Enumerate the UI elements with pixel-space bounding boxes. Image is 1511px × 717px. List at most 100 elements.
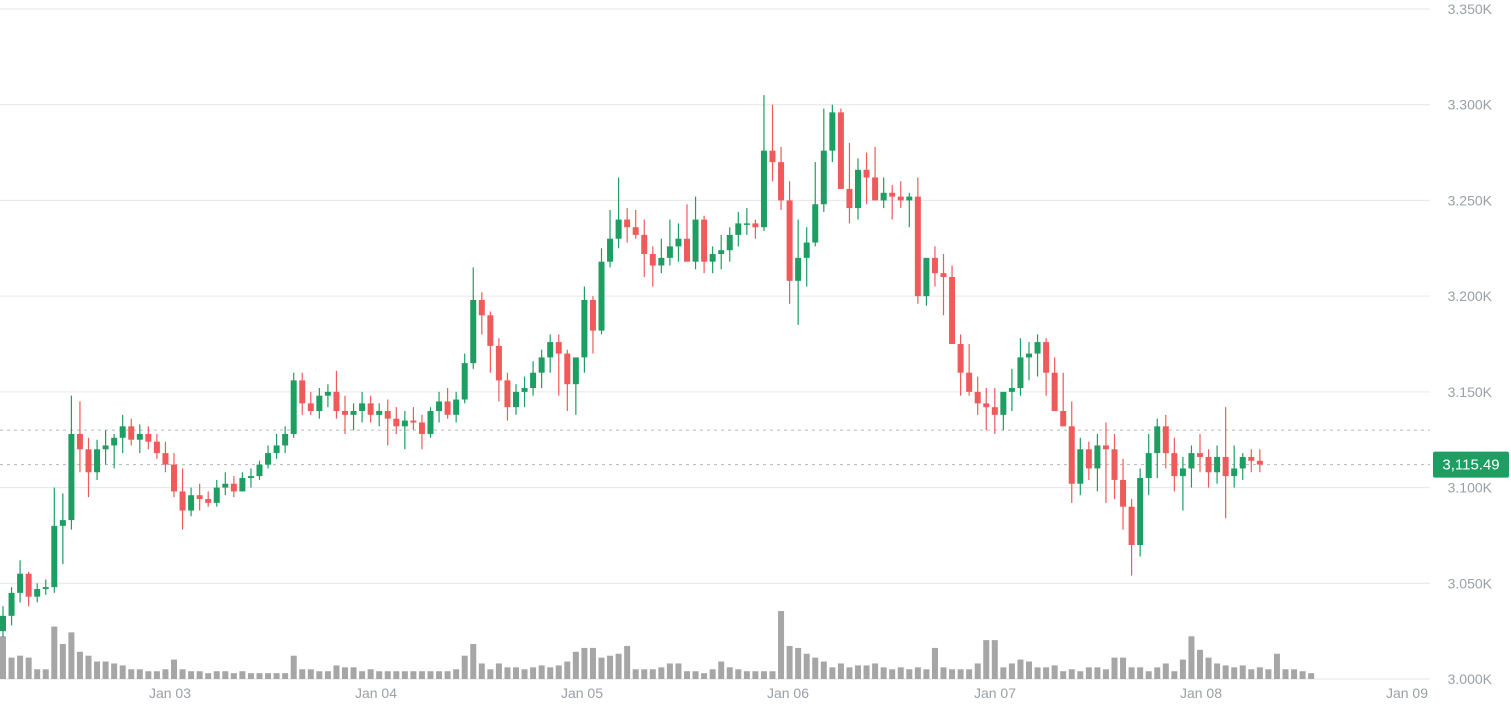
x-tick-label: Jan 04 bbox=[355, 685, 397, 701]
candle bbox=[521, 376, 528, 408]
candle-body bbox=[897, 196, 904, 201]
volume-bar bbox=[778, 611, 785, 679]
volume-bar bbox=[1077, 671, 1084, 679]
volume-bar bbox=[675, 663, 682, 679]
volume-bar bbox=[8, 657, 15, 679]
candle bbox=[136, 424, 143, 454]
candle-body bbox=[1068, 426, 1075, 484]
volume-bar bbox=[504, 667, 511, 679]
candle-body bbox=[51, 525, 58, 588]
volume-bar bbox=[1000, 667, 1007, 679]
x-tick-label: Jan 07 bbox=[974, 685, 1016, 701]
candle-body bbox=[1120, 479, 1127, 507]
candle bbox=[1188, 445, 1195, 488]
volume-bar bbox=[769, 671, 776, 679]
candle-body bbox=[1256, 460, 1263, 465]
candle bbox=[1085, 441, 1092, 480]
candle bbox=[179, 468, 186, 530]
volume-bar bbox=[273, 673, 280, 679]
candle bbox=[983, 388, 990, 431]
volume-bar bbox=[1231, 667, 1238, 679]
candle-body bbox=[153, 441, 160, 454]
volume-bar bbox=[453, 669, 460, 679]
candle-body bbox=[795, 257, 802, 281]
candle bbox=[692, 196, 699, 270]
candle-body bbox=[265, 453, 272, 465]
candle bbox=[632, 210, 639, 239]
grid-lines bbox=[0, 8, 1430, 680]
candle-body bbox=[25, 573, 32, 597]
candle bbox=[1068, 401, 1075, 503]
volume-bar bbox=[897, 667, 904, 679]
candle-body bbox=[324, 391, 331, 396]
volume-bar bbox=[1111, 657, 1118, 679]
volume-bar bbox=[401, 671, 408, 679]
candle-body bbox=[42, 587, 49, 590]
candle-body bbox=[1222, 456, 1229, 477]
candle bbox=[1034, 334, 1041, 377]
candle-body bbox=[393, 418, 400, 427]
candle bbox=[1239, 453, 1246, 480]
volume-bar bbox=[179, 669, 186, 679]
candle-body bbox=[914, 196, 921, 297]
volume-bar bbox=[795, 647, 802, 679]
candle-body bbox=[102, 445, 109, 450]
candle-body bbox=[555, 342, 562, 354]
volume-bar bbox=[495, 663, 502, 679]
volume-bar bbox=[1043, 667, 1050, 679]
volume-bar bbox=[931, 647, 938, 679]
volume-bar bbox=[726, 667, 733, 679]
volume-bar bbox=[872, 663, 879, 679]
candle bbox=[290, 372, 297, 438]
volume-bar bbox=[410, 671, 417, 679]
x-axis: Jan 03 Jan 04 Jan 05 Jan 06 Jan 07 Jan 08 Jan … bbox=[149, 685, 1428, 701]
candle-body bbox=[760, 150, 767, 228]
volume-bar bbox=[684, 671, 690, 679]
candle-body bbox=[76, 433, 83, 450]
volume-bar bbox=[1128, 667, 1135, 679]
volume-bar bbox=[521, 669, 528, 679]
candle bbox=[461, 353, 468, 404]
candle-body bbox=[726, 234, 733, 251]
candle-body bbox=[829, 112, 836, 151]
candle bbox=[795, 219, 802, 325]
volume-bar bbox=[1051, 665, 1058, 679]
candle-body bbox=[589, 299, 596, 331]
candle bbox=[1197, 433, 1203, 473]
candle-body bbox=[632, 227, 639, 235]
candle bbox=[1214, 445, 1221, 484]
candle bbox=[572, 357, 579, 415]
candle bbox=[1137, 468, 1144, 557]
candle-body bbox=[983, 403, 990, 408]
candle-body bbox=[401, 420, 408, 427]
candle-body bbox=[658, 257, 665, 266]
candle bbox=[820, 108, 827, 212]
candle bbox=[307, 391, 314, 415]
volume-bar bbox=[247, 673, 254, 679]
y-tick-label: 3.350K bbox=[1448, 1, 1493, 17]
candle bbox=[504, 372, 511, 421]
candle bbox=[128, 418, 135, 446]
volume-bar bbox=[624, 645, 631, 679]
volume-bar bbox=[470, 644, 477, 679]
volume-bar bbox=[906, 669, 913, 679]
volume-bar bbox=[1145, 671, 1152, 679]
candle-body bbox=[530, 372, 537, 389]
candle bbox=[478, 292, 485, 335]
candle bbox=[1102, 422, 1109, 503]
candle bbox=[1051, 357, 1058, 411]
volume-bar bbox=[538, 665, 545, 679]
candle bbox=[42, 579, 49, 595]
candle bbox=[957, 334, 964, 396]
candle bbox=[743, 208, 750, 235]
candle bbox=[666, 219, 673, 266]
volume-bar bbox=[615, 653, 622, 679]
candle-body bbox=[786, 200, 793, 281]
candle-body bbox=[136, 433, 143, 440]
volume-bar bbox=[290, 655, 297, 679]
volume-bar bbox=[350, 667, 357, 679]
volume-bar bbox=[572, 651, 579, 679]
candle bbox=[1026, 342, 1032, 381]
candle-body bbox=[470, 299, 477, 364]
x-tick-label: Jan 05 bbox=[561, 685, 603, 701]
